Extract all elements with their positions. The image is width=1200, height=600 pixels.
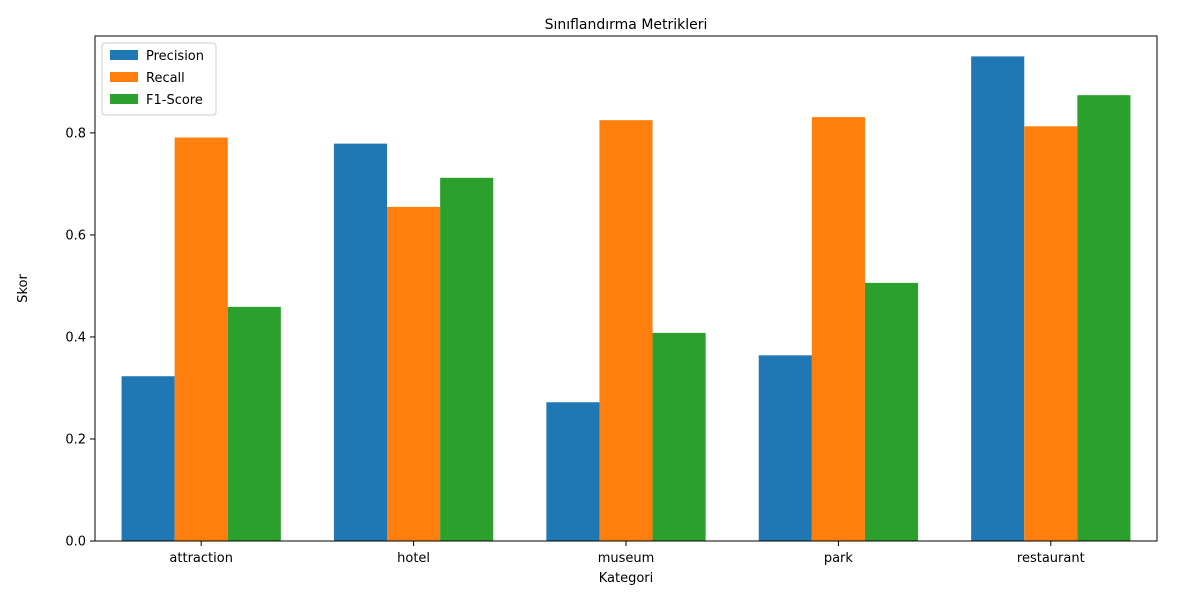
legend-swatch [110,94,138,104]
bar [971,56,1025,542]
legend-swatch [110,72,138,82]
y-axis-label: Skor [16,274,31,303]
bar [227,306,281,541]
y-tick-label: 0.8 [65,126,86,141]
bar [174,137,228,541]
x-axis: attraction hotel museum park restaurant [169,541,1085,566]
legend-label: F1-Score [146,93,203,108]
bars-group [121,56,1131,542]
bar [333,143,388,541]
bar [387,206,441,541]
bar [1077,95,1131,542]
bar [440,177,494,541]
bar [599,120,653,542]
chart-title: Sınıflandırma Metrikleri [545,17,708,33]
y-tick-label: 0.0 [65,535,86,550]
x-tick-label: museum [598,551,655,566]
x-tick-label: attraction [169,551,233,566]
x-tick-label: park [824,551,854,566]
y-tick-label: 0.6 [65,228,86,243]
bar [121,376,175,541]
y-tick-label: 0.4 [65,330,86,345]
legend-label: Precision [146,49,204,64]
legend: Precision Recall F1-Score [101,42,217,116]
bar [864,282,919,541]
bar [1024,126,1078,541]
x-tick-label: hotel [397,551,430,566]
bar [652,332,706,541]
legend-label: Recall [146,71,185,86]
y-axis: 0.0 0.2 0.4 0.6 0.8 [65,126,95,550]
x-axis-label: Kategori [599,571,654,586]
legend-swatch [110,50,138,60]
bar [546,402,600,541]
bar [758,355,812,541]
y-tick-label: 0.2 [65,432,86,447]
x-tick-label: restaurant [1017,551,1085,566]
bar [811,117,865,542]
